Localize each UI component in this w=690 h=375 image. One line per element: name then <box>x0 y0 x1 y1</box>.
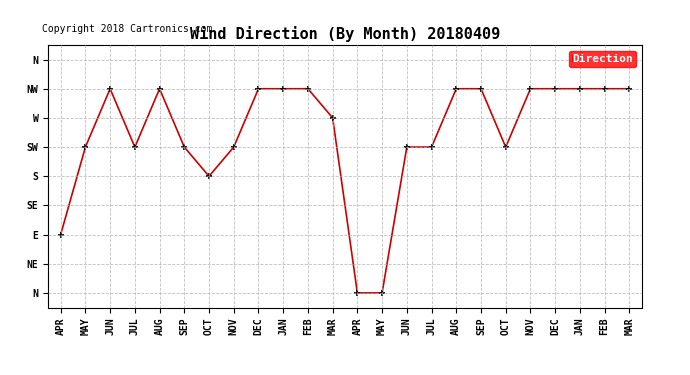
Text: Copyright 2018 Cartronics.com: Copyright 2018 Cartronics.com <box>42 24 213 34</box>
Legend: Direction: Direction <box>569 51 636 67</box>
Title: Wind Direction (By Month) 20180409: Wind Direction (By Month) 20180409 <box>190 27 500 42</box>
